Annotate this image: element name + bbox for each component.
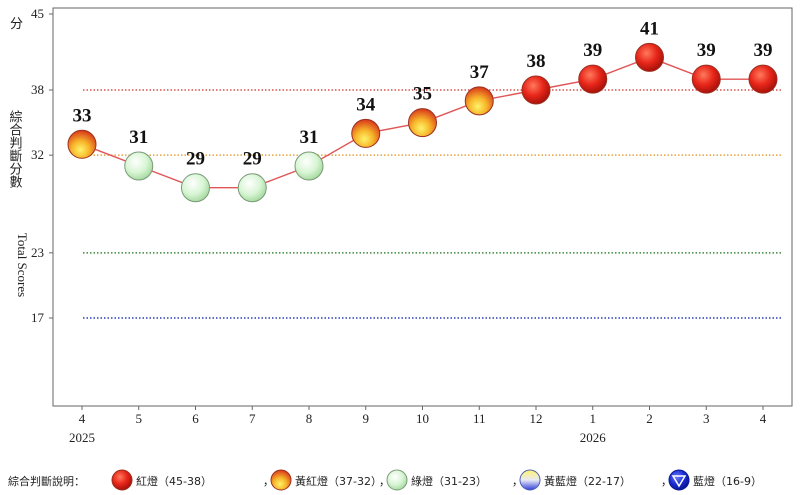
data-label: 31 (300, 127, 319, 148)
legend-separator: ， (512, 475, 523, 488)
x-tick-label: 11 (473, 411, 486, 426)
data-point (691, 64, 721, 94)
year-label: 2026 (580, 430, 607, 445)
data-label: 29 (243, 149, 262, 170)
y-tick-label: 45 (31, 6, 44, 21)
y-axis-label-en: Total Scores (15, 233, 30, 297)
y-tick-label: 17 (31, 310, 45, 325)
legend-title: 綜合判斷說明： (8, 474, 85, 488)
legend-separator: ， (661, 475, 672, 488)
data-point (635, 42, 664, 72)
x-tick-label: 9 (363, 411, 370, 426)
x-tick-label: 3 (703, 411, 710, 426)
data-label: 31 (129, 127, 148, 148)
data-label: 34 (356, 94, 376, 115)
data-point (464, 86, 494, 116)
threshold-lines (83, 89, 782, 319)
x-tick-label: 6 (192, 411, 199, 426)
green-light-icon (386, 469, 408, 491)
red-light-icon (111, 469, 133, 491)
legend-separator: ， (379, 475, 390, 488)
y-axis-label-zh: 綜合判斷分數 (7, 110, 23, 189)
blue-light-icon (668, 469, 690, 491)
yellow-blue-light-icon (519, 469, 541, 491)
yellow-red-light-icon (270, 469, 292, 491)
x-tick-label: 8 (306, 411, 313, 426)
legend-separator: ， (263, 475, 274, 488)
data-point (408, 108, 437, 138)
x-tick-label: 7 (249, 411, 256, 426)
data-label: 35 (413, 84, 432, 105)
data-point (578, 64, 608, 94)
data-point (124, 151, 154, 181)
legend-item-label: 藍燈（16-9） (693, 474, 762, 488)
year-label: 2025 (69, 430, 95, 445)
x-tick-label: 4 (760, 411, 767, 426)
data-point (521, 75, 551, 105)
y-tick-label: 23 (31, 245, 44, 260)
x-tick-label: 5 (136, 411, 143, 426)
data-label: 39 (697, 40, 716, 61)
data-point (294, 151, 324, 181)
data-label: 38 (527, 51, 546, 72)
plot-area (52, 7, 793, 407)
data-point (67, 129, 97, 159)
data-point (181, 173, 210, 203)
data-point (237, 173, 267, 203)
legend-item-label: 紅燈（45-38） (136, 474, 212, 488)
legend: 綜合判斷說明： 紅燈（45-38），黃紅燈（37-32）， 綠燈（31-23），黃… (8, 469, 762, 491)
x-tick-label: 2 (646, 411, 653, 426)
y-tick-label: 38 (31, 82, 44, 97)
data-label: 39 (583, 40, 602, 61)
data-label: 29 (186, 149, 205, 170)
down-triangle-icon (671, 475, 687, 488)
data-label: 39 (754, 40, 773, 61)
legend-item-label: 黃藍燈（22-17） (544, 474, 631, 488)
x-tick-label: 10 (416, 411, 429, 426)
data-point (748, 64, 778, 94)
series-points (67, 42, 778, 203)
legend-item-label: 綠燈（31-23） (411, 474, 487, 488)
x-tick-label: 12 (530, 411, 543, 426)
y-tick-label: 32 (31, 147, 44, 162)
data-labels: 33 31 29 29 31 34 35 37 38 39 41 39 39 (73, 18, 773, 169)
data-point (351, 118, 381, 148)
x-axis-ticks: 4 5 6 7 8 9 10 11 12 1 2 3 4 (79, 406, 767, 426)
year-labels: 2025 2026 (69, 430, 606, 445)
x-tick-label: 4 (79, 411, 86, 426)
data-label: 41 (640, 18, 659, 39)
x-tick-label: 1 (590, 411, 597, 426)
y-unit-label: 分 (10, 17, 23, 32)
legend-item-label: 黃紅燈（37-32） (295, 474, 382, 488)
y-axis-ticks: 17 23 32 38 45 (31, 6, 53, 325)
data-label: 33 (73, 105, 92, 126)
data-label: 37 (470, 62, 490, 83)
